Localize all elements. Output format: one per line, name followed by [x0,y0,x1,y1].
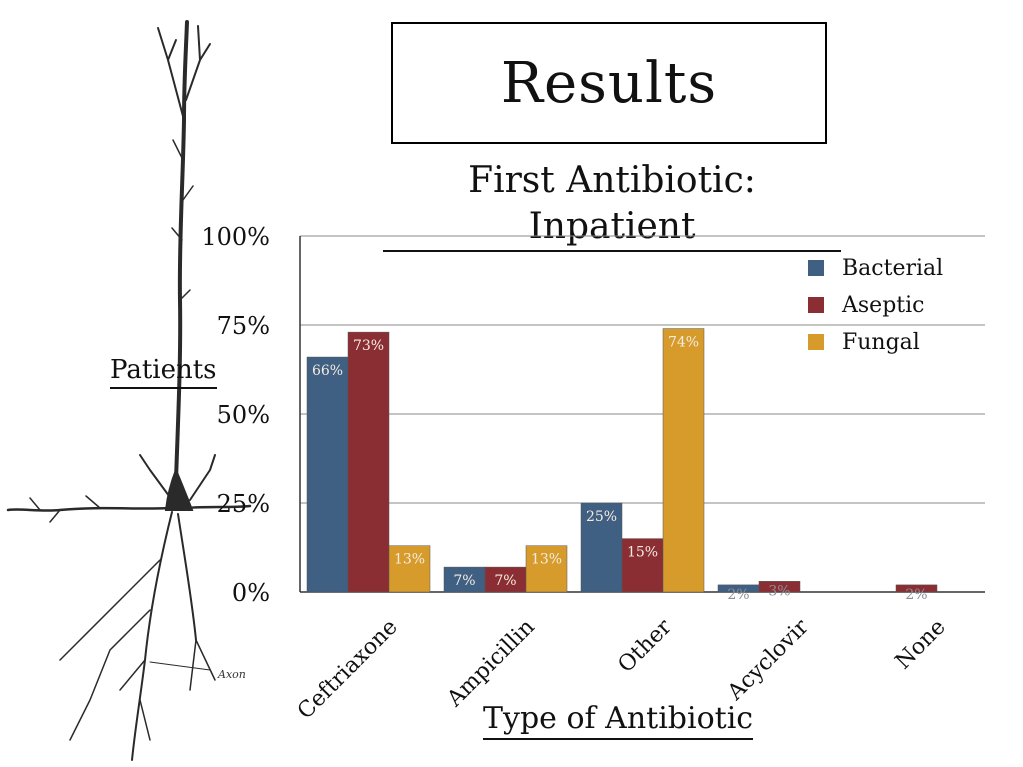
legend-swatch [808,334,824,350]
data-label: 13% [394,552,425,568]
data-label: 2% [727,587,749,603]
data-label: 13% [531,552,562,568]
x-axis-label: Type of Antibiotic [483,700,754,740]
data-label: 74% [668,335,699,351]
bar-bacterial [306,356,349,593]
x-tick-label: Ceftriaxone [293,615,403,725]
data-label: 2% [905,587,927,603]
legend-label: Fungal [842,330,920,355]
data-label: 73% [353,338,384,354]
neuron-illustration: Axon [6,20,252,761]
bar-fungal [525,545,568,593]
data-label: 25% [586,509,617,525]
y-tick-label: 100% [201,223,270,251]
bar-aseptic [758,581,801,593]
y-tick-label: 75% [217,312,270,340]
data-label: 7% [453,573,475,589]
y-tick-label: 25% [217,490,270,518]
data-label: 66% [312,363,343,379]
y-axis-label: Patients [110,353,217,389]
x-tick-label: Acyclovir [722,614,814,706]
x-tick-label: None [891,615,951,675]
y-tick-label: 50% [217,401,270,429]
chart-title: First Antibiotic: Inpatient [383,158,841,252]
bar-bacterial [580,502,623,593]
legend-label: Aseptic [841,293,924,318]
bar-aseptic [484,566,527,593]
legend-label: Bacterial [842,256,943,281]
legend-swatch [808,297,824,313]
bar-bacterial [443,566,486,593]
bar-aseptic [347,331,390,593]
bar-aseptic [895,584,938,593]
bar-fungal [662,328,705,593]
data-label: 3% [768,583,790,599]
bar-fungal [388,545,431,593]
y-tick-label: 0% [232,579,270,607]
legend-swatch [808,260,824,276]
x-tick-label: Ampicillin [442,615,540,713]
x-tick-label: Other [613,614,677,678]
axon-label: Axon [217,668,246,681]
bar-aseptic [621,538,664,593]
slide-title-box: Results [391,22,827,144]
data-label: 15% [627,545,658,561]
data-label: 7% [494,573,516,589]
slide-title: Results [500,50,718,116]
